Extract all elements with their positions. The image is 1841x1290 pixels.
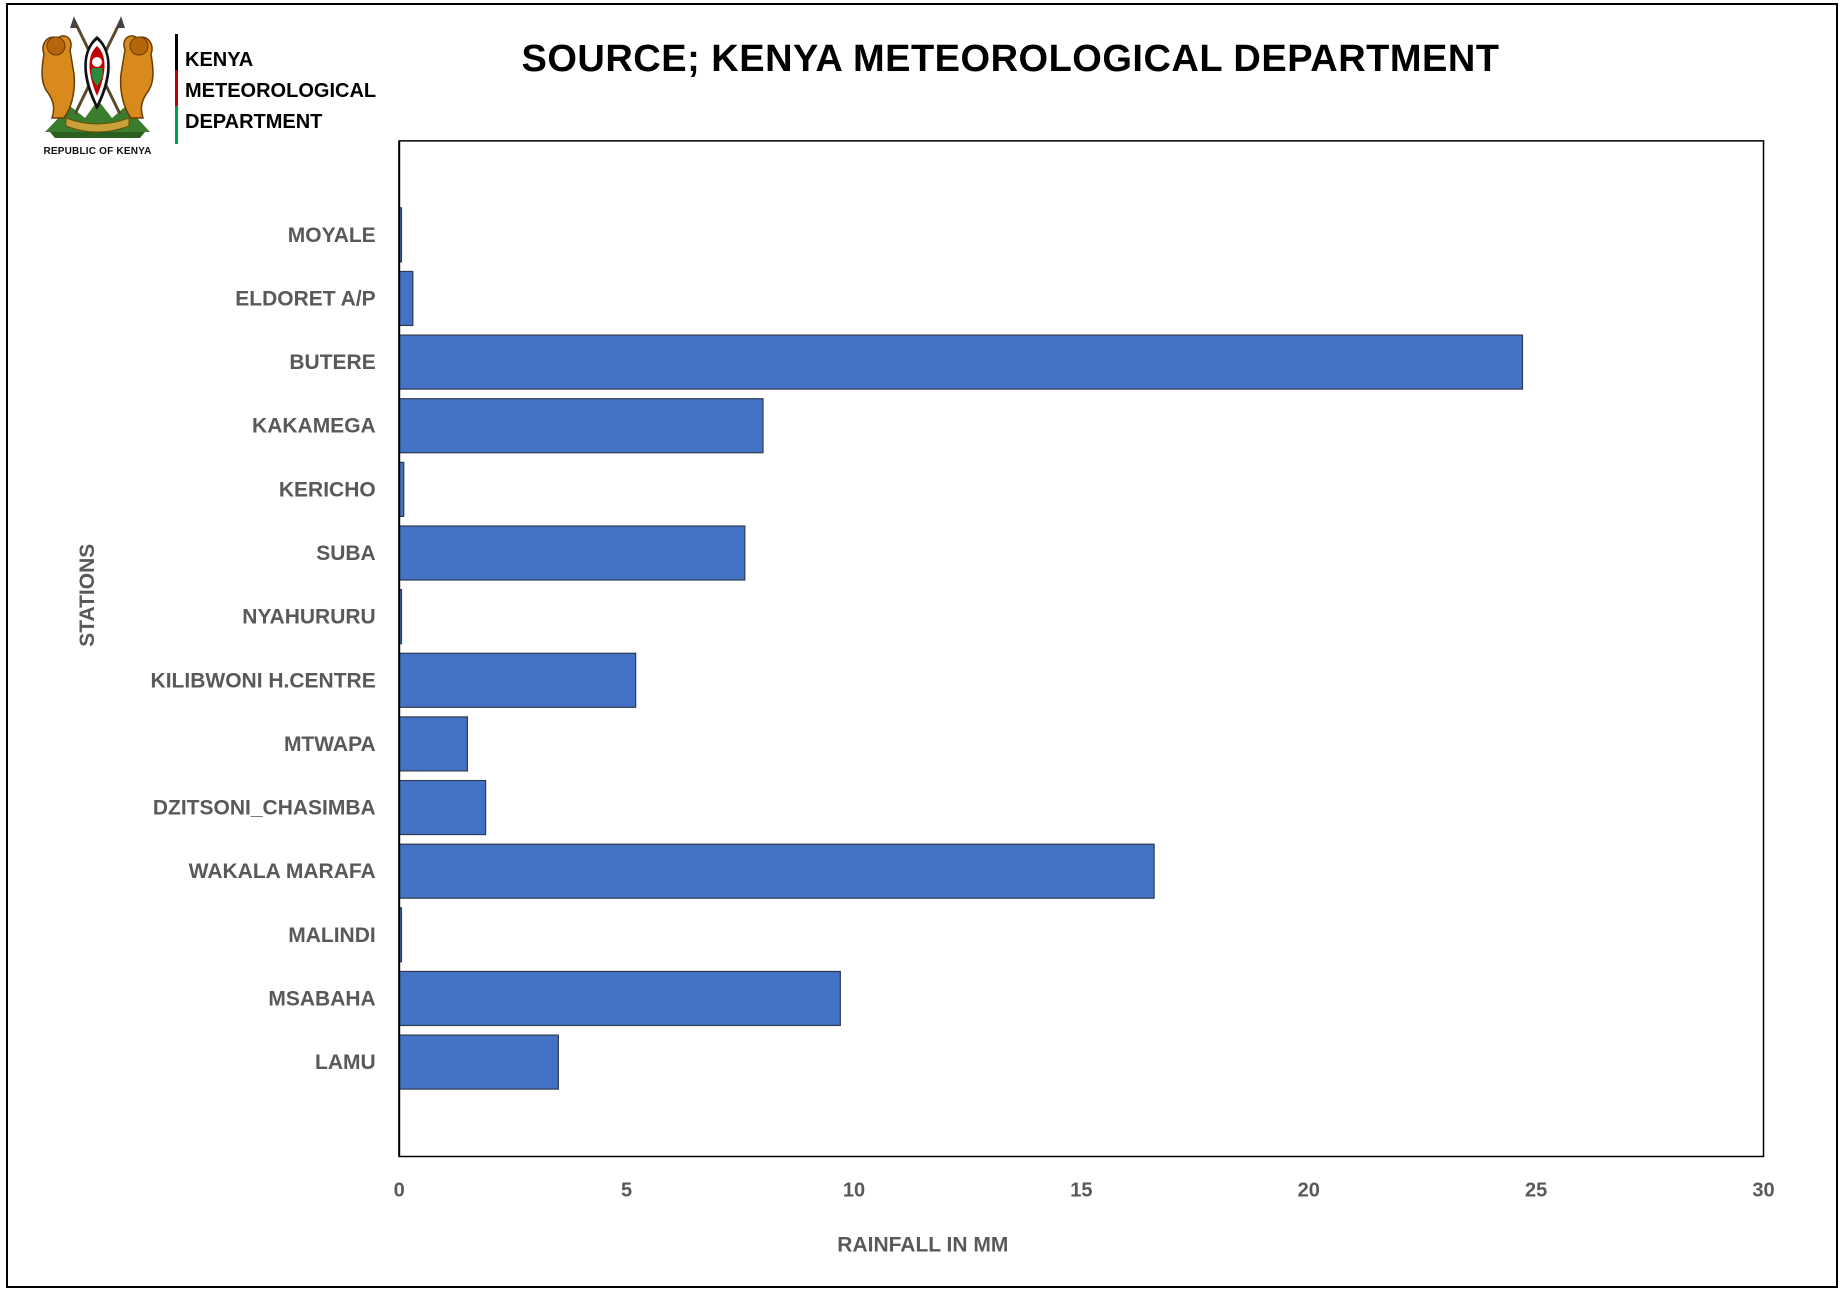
category-label: KAKAMEGA — [252, 415, 376, 438]
category-label: KILIBWONI H.CENTRE — [151, 669, 376, 692]
category-label: KERICHO — [279, 478, 376, 501]
x-tick-label: 25 — [1525, 1179, 1547, 1201]
category-labels: MOYALE ELDORET A/P BUTERE KAKAMEGA KERICHO SU… — [151, 224, 376, 1074]
x-tick-label: 30 — [1752, 1179, 1774, 1201]
bar-dzitsoni-chasimba — [399, 781, 485, 835]
bar-kilibwoni-h-centre — [399, 653, 635, 707]
bar-butere — [399, 335, 1522, 389]
x-tick-label: 20 — [1298, 1179, 1320, 1201]
x-tick-label: 5 — [621, 1179, 632, 1201]
bars-group — [399, 208, 1522, 1089]
bar-msabaha — [399, 971, 840, 1025]
bar-eldoret-a-p — [399, 271, 413, 325]
category-label: WAKALA MARAFA — [189, 860, 376, 883]
bar-kakamega — [399, 399, 763, 453]
bar-suba — [399, 526, 745, 580]
bar-wakala-marafa — [399, 844, 1154, 898]
category-label: MSABAHA — [268, 987, 375, 1010]
x-axis-title: RAINFALL IN MM — [837, 1234, 1008, 1257]
bar-mtwapa — [399, 717, 467, 771]
category-label: MOYALE — [288, 224, 376, 247]
category-label: ELDORET A/P — [235, 287, 375, 310]
category-label: MTWAPA — [284, 733, 376, 756]
y-axis-title: STATIONS — [76, 544, 99, 647]
category-label: BUTERE — [289, 351, 375, 374]
bar-lamu — [399, 1035, 558, 1089]
x-tick-label: 15 — [1070, 1179, 1092, 1201]
category-label: LAMU — [315, 1051, 376, 1074]
x-tick-label: 0 — [394, 1179, 405, 1201]
x-tick-labels: 0 5 10 15 20 25 30 — [394, 1179, 1775, 1201]
category-label: NYAHURURU — [242, 606, 375, 629]
x-tick-label: 10 — [843, 1179, 865, 1201]
category-label: SUBA — [316, 542, 376, 565]
category-label: MALINDI — [288, 924, 376, 947]
category-label: DZITSONI_CHASIMBA — [153, 797, 376, 820]
